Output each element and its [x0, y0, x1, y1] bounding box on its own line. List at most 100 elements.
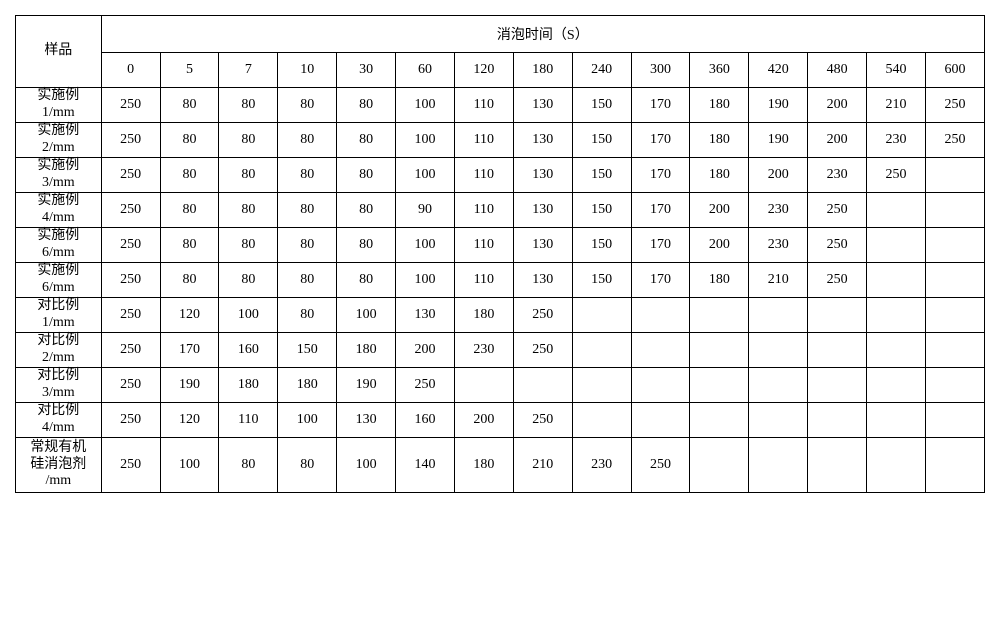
time-col-30: 30 — [337, 53, 396, 88]
data-cell — [867, 368, 926, 403]
data-cell — [867, 333, 926, 368]
sample-label: 实施例4/mm — [16, 193, 102, 228]
data-cell: 130 — [513, 123, 572, 158]
data-cell: 250 — [513, 298, 572, 333]
data-cell: 250 — [101, 228, 160, 263]
data-cell: 250 — [396, 368, 455, 403]
table-row: 对比例2/mm250170160150180200230250 — [16, 333, 985, 368]
data-cell: 80 — [160, 88, 219, 123]
data-cell: 110 — [454, 263, 513, 298]
data-cell: 130 — [513, 263, 572, 298]
time-col-540: 540 — [867, 53, 926, 88]
data-cell: 80 — [337, 263, 396, 298]
data-cell: 180 — [219, 368, 278, 403]
data-cell: 250 — [101, 158, 160, 193]
sample-label: 对比例1/mm — [16, 298, 102, 333]
data-cell — [572, 333, 631, 368]
table-row: 对比例3/mm250190180180190250 — [16, 368, 985, 403]
time-col-5: 5 — [160, 53, 219, 88]
data-cell: 100 — [396, 263, 455, 298]
time-col-0: 0 — [101, 53, 160, 88]
data-cell: 80 — [219, 193, 278, 228]
data-cell: 250 — [808, 193, 867, 228]
time-col-360: 360 — [690, 53, 749, 88]
data-cell: 200 — [396, 333, 455, 368]
data-cell — [867, 193, 926, 228]
data-cell: 170 — [631, 123, 690, 158]
data-cell: 150 — [572, 263, 631, 298]
data-cell: 230 — [749, 193, 808, 228]
sample-label: 对比例2/mm — [16, 333, 102, 368]
time-header-title: 消泡时间（S） — [101, 16, 984, 53]
sample-label: 实施例1/mm — [16, 88, 102, 123]
data-cell: 190 — [160, 368, 219, 403]
data-cell: 80 — [219, 263, 278, 298]
data-cell — [925, 263, 984, 298]
data-cell: 170 — [631, 263, 690, 298]
data-cell — [572, 298, 631, 333]
data-cell: 130 — [337, 403, 396, 438]
data-cell: 190 — [337, 368, 396, 403]
data-cell: 250 — [925, 123, 984, 158]
data-cell: 170 — [631, 228, 690, 263]
data-cell — [808, 403, 867, 438]
time-col-7: 7 — [219, 53, 278, 88]
data-cell: 80 — [160, 193, 219, 228]
data-cell: 250 — [808, 228, 867, 263]
data-cell: 80 — [219, 228, 278, 263]
data-cell: 80 — [278, 298, 337, 333]
data-cell — [749, 333, 808, 368]
data-cell: 100 — [160, 438, 219, 493]
data-cell — [572, 403, 631, 438]
data-cell: 80 — [337, 88, 396, 123]
sample-label: 实施例6/mm — [16, 263, 102, 298]
data-cell: 150 — [572, 123, 631, 158]
data-cell: 100 — [396, 123, 455, 158]
time-points-row: 057103060120180240300360420480540600 — [16, 53, 985, 88]
data-cell — [749, 298, 808, 333]
data-cell: 210 — [513, 438, 572, 493]
corner-header: 样品 — [16, 16, 102, 88]
data-cell: 80 — [278, 158, 337, 193]
data-cell: 200 — [454, 403, 513, 438]
data-cell — [925, 158, 984, 193]
data-cell: 250 — [101, 298, 160, 333]
data-cell: 180 — [690, 263, 749, 298]
data-cell: 170 — [631, 158, 690, 193]
data-cell — [572, 368, 631, 403]
data-cell: 250 — [631, 438, 690, 493]
table-row: 实施例2/mm250808080801001101301501701801902… — [16, 123, 985, 158]
sample-label: 实施例2/mm — [16, 123, 102, 158]
time-col-300: 300 — [631, 53, 690, 88]
data-cell: 130 — [513, 158, 572, 193]
time-col-120: 120 — [454, 53, 513, 88]
data-cell: 250 — [101, 333, 160, 368]
data-cell — [631, 403, 690, 438]
data-cell: 250 — [513, 333, 572, 368]
data-cell — [867, 263, 926, 298]
data-cell: 80 — [278, 88, 337, 123]
data-cell: 200 — [808, 88, 867, 123]
data-cell: 250 — [101, 368, 160, 403]
table-row: 常规有机硅消泡剂/mm2501008080100140180210230250 — [16, 438, 985, 493]
data-cell: 250 — [101, 263, 160, 298]
data-cell: 150 — [572, 228, 631, 263]
data-cell: 80 — [337, 228, 396, 263]
data-cell: 190 — [749, 123, 808, 158]
time-col-420: 420 — [749, 53, 808, 88]
data-cell: 130 — [513, 228, 572, 263]
data-cell: 80 — [278, 228, 337, 263]
data-cell: 150 — [572, 193, 631, 228]
data-cell: 120 — [160, 403, 219, 438]
data-cell: 130 — [513, 193, 572, 228]
data-cell: 230 — [867, 123, 926, 158]
table-row: 实施例3/mm250808080801001101301501701802002… — [16, 158, 985, 193]
defoam-time-table: 样品 消泡时间（S） 05710306012018024030036042048… — [15, 15, 985, 493]
data-cell — [867, 438, 926, 493]
data-cell: 170 — [160, 333, 219, 368]
data-cell: 250 — [101, 123, 160, 158]
data-cell — [867, 403, 926, 438]
data-cell: 250 — [808, 263, 867, 298]
data-cell: 250 — [101, 88, 160, 123]
data-cell — [690, 298, 749, 333]
